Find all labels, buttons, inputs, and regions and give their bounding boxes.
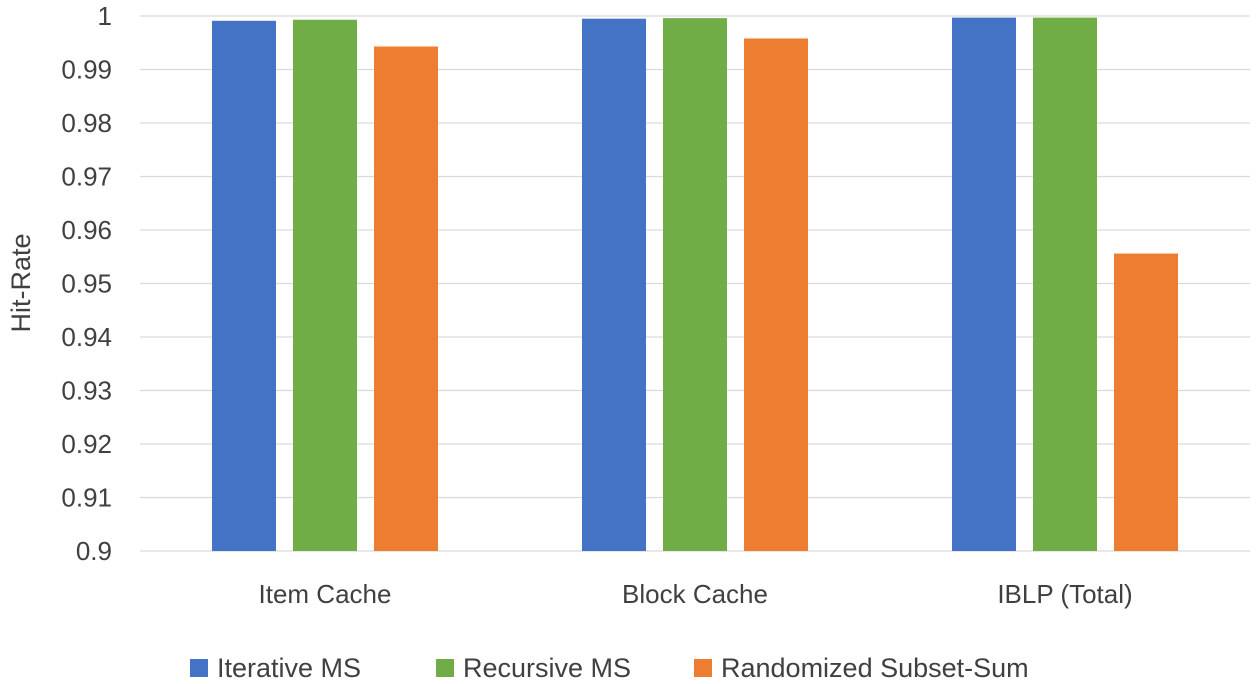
legend-label: Iterative MS (217, 653, 361, 683)
legend-swatch (436, 659, 454, 677)
y-tick-label: 1 (98, 1, 112, 31)
y-tick-label: 0.94 (61, 322, 112, 352)
bar-recursive-ms-item-cache (293, 19, 357, 552)
y-tick-label: 0.99 (61, 55, 112, 85)
x-category-label: IBLP (Total) (997, 579, 1132, 609)
legend-label: Randomized Subset-Sum (721, 653, 1029, 683)
bar-iterative-ms-iblp-total- (952, 17, 1016, 552)
legend-label: Recursive MS (463, 653, 631, 683)
y-tick-label: 0.97 (61, 162, 112, 192)
bar-recursive-ms-block-cache (663, 18, 727, 551)
y-tick-label: 0.95 (61, 269, 112, 299)
bars-group (212, 17, 1178, 552)
x-category-label: Block Cache (622, 579, 768, 609)
x-axis-categories: Item Cache Block Cache IBLP (Total) (259, 579, 1133, 609)
legend: Iterative MS Recursive MS Randomized Subse… (190, 653, 1029, 683)
y-tick-label: 0.96 (61, 215, 112, 245)
bar-iterative-ms-block-cache (582, 18, 646, 552)
y-tick-label: 0.92 (61, 429, 112, 459)
legend-swatch (694, 659, 712, 677)
bar-randomized-subset-sum-item-cache (374, 46, 438, 552)
bar-recursive-ms-iblp-total- (1033, 17, 1097, 552)
y-tick-label: 0.93 (61, 376, 112, 406)
y-axis-title: Hit-Rate (6, 233, 36, 332)
bar-randomized-subset-sum-block-cache (744, 38, 808, 552)
legend-swatch (190, 659, 208, 677)
y-axis-ticks: 0.9 0.91 0.92 0.93 0.94 0.95 0.96 0.97 0.98 0.99 1 (61, 1, 112, 566)
x-category-label: Item Cache (259, 579, 392, 609)
y-tick-label: 0.98 (61, 108, 112, 138)
y-tick-label: 0.91 (61, 483, 112, 513)
bar-iterative-ms-item-cache (212, 20, 276, 551)
y-tick-label: 0.9 (76, 536, 112, 566)
bar-randomized-subset-sum-iblp-total- (1114, 253, 1178, 552)
